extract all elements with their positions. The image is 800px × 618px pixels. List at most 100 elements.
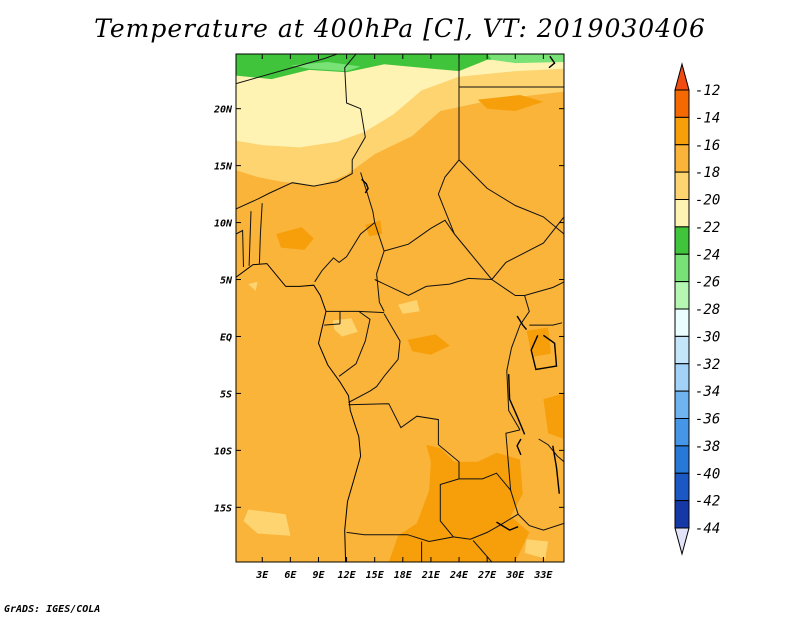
country-borders bbox=[236, 54, 564, 562]
colorbar-label: -22 bbox=[695, 220, 720, 236]
colorbar-bin bbox=[674, 445, 690, 474]
colorbar-bin bbox=[674, 253, 690, 283]
field-region bbox=[248, 281, 258, 291]
field-region bbox=[236, 54, 564, 148]
colorbar-label: -32 bbox=[695, 357, 720, 373]
colorbar-label: -36 bbox=[695, 412, 720, 428]
colorbar-label: -44 bbox=[695, 521, 720, 537]
country-border bbox=[510, 490, 564, 531]
colorbar-label: -16 bbox=[695, 138, 720, 154]
y-tick-label: 20N bbox=[213, 105, 233, 116]
colorbar-label: -14 bbox=[695, 110, 720, 126]
colorbar-bin bbox=[674, 472, 690, 502]
lake-albert bbox=[516, 315, 528, 331]
field-region bbox=[477, 95, 544, 111]
colorbar-label: -24 bbox=[695, 247, 720, 263]
x-tick-label: 3E bbox=[255, 570, 269, 581]
x-tick-label: 9E bbox=[312, 570, 325, 581]
country-border bbox=[374, 222, 385, 312]
colorbar-label: -34 bbox=[695, 384, 720, 400]
x-axis: 3E 6E 9E 12E 15E 18E 21E 24E 27E 30E 33E bbox=[255, 54, 553, 581]
country-border bbox=[326, 310, 385, 314]
y-tick-label: 10N bbox=[214, 219, 233, 230]
x-tick-label: 6E bbox=[284, 570, 297, 581]
field-region bbox=[543, 393, 564, 439]
plot-frame bbox=[235, 53, 565, 563]
country-border bbox=[453, 513, 519, 540]
field-region bbox=[276, 227, 314, 250]
y-tick-label: 5S bbox=[220, 389, 232, 400]
y-tick-label: 15N bbox=[214, 162, 233, 173]
country-border bbox=[248, 211, 252, 266]
colorbar: -12 -14 -16 -18 -20 -22 -24 -26 -28 -30 -32 -34 -36 -… bbox=[674, 62, 720, 556]
colorbar-bin bbox=[674, 363, 690, 392]
x-tick-label: 21E bbox=[421, 570, 441, 581]
field-region bbox=[332, 318, 358, 337]
colorbar-label: -26 bbox=[695, 275, 720, 291]
field-region bbox=[407, 334, 450, 355]
field-region bbox=[526, 327, 551, 357]
lake-malawi bbox=[552, 445, 560, 494]
field-region bbox=[487, 54, 564, 64]
country-border bbox=[236, 54, 366, 210]
country-border bbox=[506, 295, 530, 431]
country-border bbox=[348, 313, 401, 403]
colorbar-top-arrow bbox=[674, 62, 690, 91]
y-tick-label: EQ bbox=[220, 332, 232, 343]
colorbar-bin bbox=[674, 500, 690, 529]
field-region bbox=[243, 509, 291, 536]
country-border bbox=[383, 219, 455, 252]
y-tick-label: 10S bbox=[214, 446, 232, 457]
colorbar-bin bbox=[674, 199, 690, 228]
lake-victoria bbox=[530, 334, 558, 371]
colorbar-bin bbox=[674, 116, 690, 146]
colorbar-label: -40 bbox=[695, 466, 720, 482]
colorbar-bin bbox=[674, 281, 690, 310]
colorbar-label: -18 bbox=[695, 165, 720, 181]
country-border bbox=[314, 172, 376, 283]
country-border bbox=[458, 159, 564, 235]
lake-kariba bbox=[496, 521, 519, 531]
colorbar-label: -28 bbox=[695, 302, 720, 318]
country-border bbox=[437, 54, 460, 235]
colorbar-label: -12 bbox=[695, 83, 720, 99]
country-border bbox=[491, 216, 564, 280]
country-border bbox=[524, 281, 564, 296]
chart-title: Temperature at 400hPa [C], VT: 201903040… bbox=[94, 14, 706, 43]
country-border bbox=[324, 323, 341, 326]
country-border bbox=[236, 54, 338, 85]
country-border bbox=[258, 203, 263, 264]
country-border bbox=[236, 229, 244, 268]
map-panel bbox=[235, 53, 565, 563]
colorbar-bin bbox=[674, 308, 690, 337]
colorbar-label: -42 bbox=[695, 494, 720, 510]
country-border bbox=[459, 429, 521, 492]
country-border bbox=[374, 277, 492, 297]
colorbar-label: -38 bbox=[695, 439, 720, 455]
x-tick-label: 15E bbox=[366, 570, 385, 581]
lake-tanganyika bbox=[508, 374, 526, 435]
colorbar-bin bbox=[674, 89, 690, 118]
country-border bbox=[472, 540, 493, 562]
colorbar-bin bbox=[674, 144, 690, 173]
temperature-field bbox=[236, 54, 564, 562]
grads-credit: GrADS: IGES/COLA bbox=[4, 604, 101, 615]
colorbar-bin bbox=[674, 418, 690, 447]
colorbar-label: -20 bbox=[695, 193, 720, 209]
y-tick-label: 15S bbox=[214, 503, 232, 514]
colorbar-bottom-arrow bbox=[674, 527, 690, 556]
lake-mweru bbox=[516, 438, 522, 456]
x-tick-label: 30E bbox=[505, 570, 525, 581]
lake-chad bbox=[361, 178, 369, 194]
colorbar-bin bbox=[674, 226, 690, 255]
y-axis: 20N 15N 10N 5N EQ 5S 10S 15S bbox=[213, 105, 564, 514]
colorbar-bin bbox=[674, 171, 690, 200]
colorbar-bin bbox=[674, 335, 690, 365]
x-tick-label: 33E bbox=[533, 570, 553, 581]
country-border bbox=[538, 438, 564, 463]
field-region bbox=[524, 539, 549, 559]
field-region bbox=[290, 62, 361, 72]
country-border bbox=[529, 322, 563, 326]
x-tick-label: 24E bbox=[449, 570, 469, 581]
x-tick-label: 18E bbox=[394, 570, 413, 581]
